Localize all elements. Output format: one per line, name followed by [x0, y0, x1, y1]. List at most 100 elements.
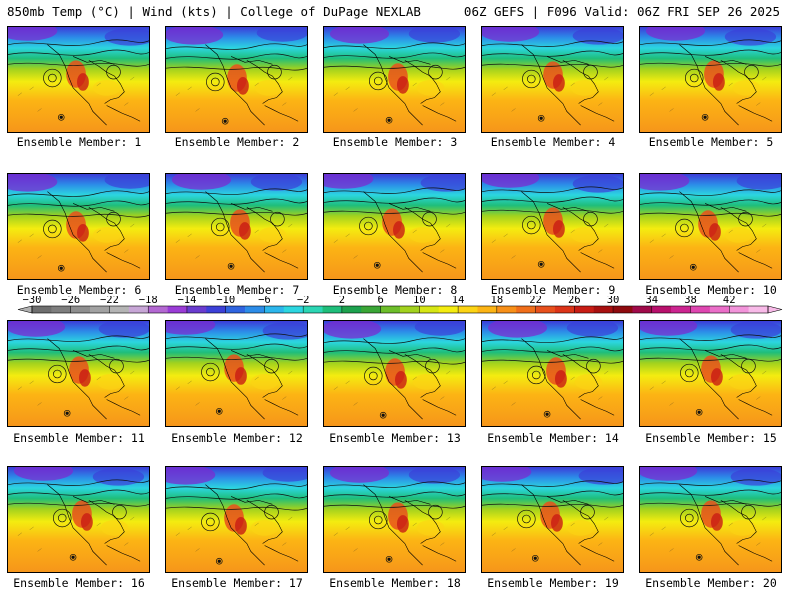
ensemble-member-caption: Ensemble Member: 19: [487, 576, 619, 590]
colorbar-swatch: [283, 306, 304, 313]
ensemble-member-map: [323, 320, 466, 427]
colorbar-tick-label: −14: [177, 296, 196, 306]
colorbar-swatch: [419, 306, 440, 313]
colorbar-swatch: [516, 306, 536, 313]
colorbar-tick-label: −10: [216, 296, 235, 306]
colorbar-tick-label: 30: [607, 296, 620, 306]
colorbar-swatch: [380, 306, 401, 313]
colorbar-min-arrow: [17, 305, 33, 314]
colorbar-swatch: [148, 306, 168, 313]
model-run-info: 06Z GEFS | F096 Valid: 06Z FRI SEP 26 20…: [463, 4, 780, 19]
colorbar-tick-label: 26: [568, 296, 581, 306]
colorbar-swatch: [264, 306, 285, 313]
ensemble-member-map: [165, 26, 308, 133]
colorbar-swatch: [167, 306, 188, 313]
colorbar-swatch: [554, 306, 575, 313]
colorbar-tick-label: 6: [377, 296, 383, 306]
colorbar-swatch: [729, 306, 749, 313]
ensemble-member-caption: Ensemble Member: 17: [171, 576, 303, 590]
colorbar-swatch: [206, 306, 226, 313]
colorbar-tick-label: −6: [258, 296, 271, 306]
colorbar-swatch: [651, 306, 672, 313]
colorbar-tick-label: −30: [23, 296, 42, 306]
colorbar-swatch: [458, 306, 478, 313]
ensemble-member-caption: Ensemble Member: 20: [645, 576, 777, 590]
ensemble-member-map: [481, 173, 624, 280]
colorbar-swatch: [593, 306, 614, 313]
colorbar-swatch: [245, 306, 265, 313]
ensemble-member-caption: Ensemble Member: 6: [16, 283, 142, 297]
ensemble-member-caption: Ensemble Member: 5: [648, 135, 774, 149]
ensemble-member-map: [639, 26, 782, 133]
colorbar-tick-label: −22: [100, 296, 119, 306]
ensemble-member-caption: Ensemble Member: 10: [645, 283, 777, 297]
ensemble-member-caption: Ensemble Member: 3: [332, 135, 458, 149]
ensemble-member-map: [639, 466, 782, 573]
ensemble-member-map: [639, 320, 782, 427]
colorbar-swatch: [225, 306, 246, 313]
colorbar-tick-label: 18: [491, 296, 504, 306]
colorbar-swatch: [438, 306, 459, 313]
colorbar-tick-label: 10: [413, 296, 426, 306]
colorbar-swatch: [477, 306, 498, 313]
ensemble-member-map: [165, 173, 308, 280]
ensemble-member-caption: Ensemble Member: 2: [174, 135, 300, 149]
colorbar-tick-label: 38: [684, 296, 697, 306]
colorbar-tick-label: −2: [297, 296, 310, 306]
ensemble-member-caption: Ensemble Member: 4: [490, 135, 616, 149]
ensemble-member-caption: Ensemble Member: 13: [329, 431, 461, 445]
ensemble-member-caption: Ensemble Member: 18: [329, 576, 461, 590]
colorbar-swatch: [109, 306, 130, 313]
colorbar-swatch: [574, 306, 594, 313]
ensemble-member-map: [7, 26, 150, 133]
ensemble-member-map: [323, 466, 466, 573]
ensemble-member-map: [481, 26, 624, 133]
colorbar-swatch: [400, 306, 420, 313]
temperature-colorbar: −30 −26 −22 −18 −14 −10 −6 −2 2 6 10 14 18 22 26 30 34 38…: [17, 296, 783, 314]
colorbar-swatch: [51, 306, 72, 313]
map-title: 850mb Temp (°C) | Wind (kts) | College o…: [7, 4, 421, 19]
colorbar-swatch: [709, 306, 730, 313]
colorbar-tick-label: 22: [529, 296, 542, 306]
ensemble-member-map: [323, 173, 466, 280]
ensemble-member-caption: Ensemble Member: 11: [13, 431, 145, 445]
colorbar-swatch: [496, 306, 517, 313]
colorbar-tick-label: 42: [723, 296, 736, 306]
colorbar-swatch: [671, 306, 691, 313]
colorbar-swatch: [186, 306, 207, 313]
colorbar-swatch: [613, 306, 633, 313]
colorbar-swatch: [322, 306, 343, 313]
ensemble-member-caption: Ensemble Member: 14: [487, 431, 619, 445]
ensemble-member-map: [165, 320, 308, 427]
colorbar-swatch: [748, 306, 769, 313]
ensemble-member-caption: Ensemble Member: 8: [332, 283, 458, 297]
colorbar-swatch: [70, 306, 91, 313]
colorbar-swatch: [690, 306, 711, 313]
ensemble-member-map: [639, 173, 782, 280]
colorbar-swatch: [535, 306, 556, 313]
colorbar-swatch: [632, 306, 653, 313]
ensemble-member-caption: Ensemble Member: 12: [171, 431, 303, 445]
ensemble-member-caption: Ensemble Member: 9: [490, 283, 616, 297]
colorbar-tick-label: 2: [339, 296, 345, 306]
ensemble-member-map: [481, 320, 624, 427]
ensemble-member-map: [323, 26, 466, 133]
colorbar-tick-label: 14: [452, 296, 465, 306]
colorbar-swatch: [361, 306, 381, 313]
ensemble-member-map: [7, 320, 150, 427]
colorbar-tick-label: 34: [645, 296, 658, 306]
colorbar-swatch: [32, 306, 52, 313]
ensemble-member-map: [481, 466, 624, 573]
colorbar-swatch: [128, 306, 149, 313]
ensemble-member-caption: Ensemble Member: 16: [13, 576, 145, 590]
ensemble-member-caption: Ensemble Member: 1: [16, 135, 142, 149]
ensemble-member-caption: Ensemble Member: 15: [645, 431, 777, 445]
colorbar-swatch: [303, 306, 323, 313]
colorbar-tick-label: −18: [139, 296, 158, 306]
ensemble-member-caption: Ensemble Member: 7: [174, 283, 300, 297]
colorbar-max-arrow: [767, 305, 783, 314]
colorbar-swatch: [90, 306, 110, 313]
ensemble-member-map: [165, 466, 308, 573]
ensemble-member-map: [7, 173, 150, 280]
colorbar-tick-label: −26: [61, 296, 80, 306]
